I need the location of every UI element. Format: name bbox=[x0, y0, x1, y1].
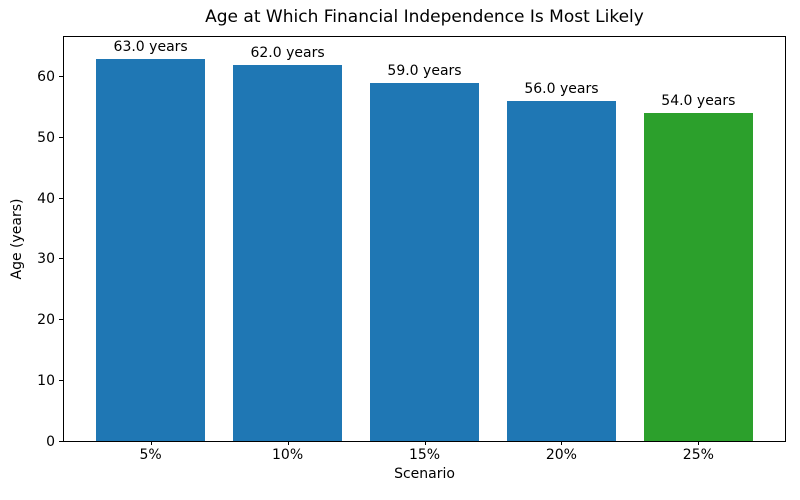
x-tick-label: 20% bbox=[545, 447, 577, 463]
x-tick-mark bbox=[424, 441, 426, 445]
bar-value-label: 54.0 years bbox=[661, 93, 736, 110]
y-tick-label: 60 bbox=[37, 68, 55, 85]
y-tick-mark bbox=[59, 136, 63, 138]
y-tick-mark bbox=[59, 380, 63, 382]
bar bbox=[369, 82, 480, 441]
x-tick-label: 15% bbox=[408, 447, 441, 463]
x-tick-label: 25% bbox=[682, 447, 714, 463]
chart-title: Age at Which Financial Independence Is M… bbox=[205, 7, 644, 27]
y-tick-label: 30 bbox=[37, 251, 55, 268]
x-tick-label: 5% bbox=[139, 447, 162, 463]
y-tick-mark bbox=[59, 319, 63, 321]
bar-value-label: 59.0 years bbox=[387, 62, 462, 79]
x-tick-mark bbox=[561, 441, 563, 445]
y-tick-label: 40 bbox=[37, 190, 55, 207]
bar-value-label: 63.0 years bbox=[113, 38, 188, 55]
x-tick-mark bbox=[150, 441, 152, 445]
x-axis-label: Scenario bbox=[394, 466, 455, 482]
y-axis-label: Age (years) bbox=[9, 198, 25, 280]
y-tick-mark bbox=[59, 258, 63, 260]
y-tick-mark bbox=[59, 441, 63, 442]
x-tick-mark bbox=[698, 441, 700, 445]
y-tick-label: 10 bbox=[37, 373, 55, 390]
y-tick-mark bbox=[59, 75, 63, 77]
bar bbox=[643, 113, 754, 441]
bar bbox=[95, 58, 206, 441]
bar-value-label: 62.0 years bbox=[250, 44, 325, 61]
y-tick-label: 20 bbox=[37, 312, 55, 329]
bar-value-label: 56.0 years bbox=[524, 81, 599, 98]
y-tick-label: 50 bbox=[37, 129, 55, 146]
y-tick-label: 0 bbox=[46, 434, 55, 450]
x-tick-label: 10% bbox=[272, 447, 304, 463]
x-tick-mark bbox=[287, 441, 289, 445]
bar bbox=[506, 101, 617, 441]
bar bbox=[232, 64, 343, 441]
y-tick-mark bbox=[59, 197, 63, 199]
